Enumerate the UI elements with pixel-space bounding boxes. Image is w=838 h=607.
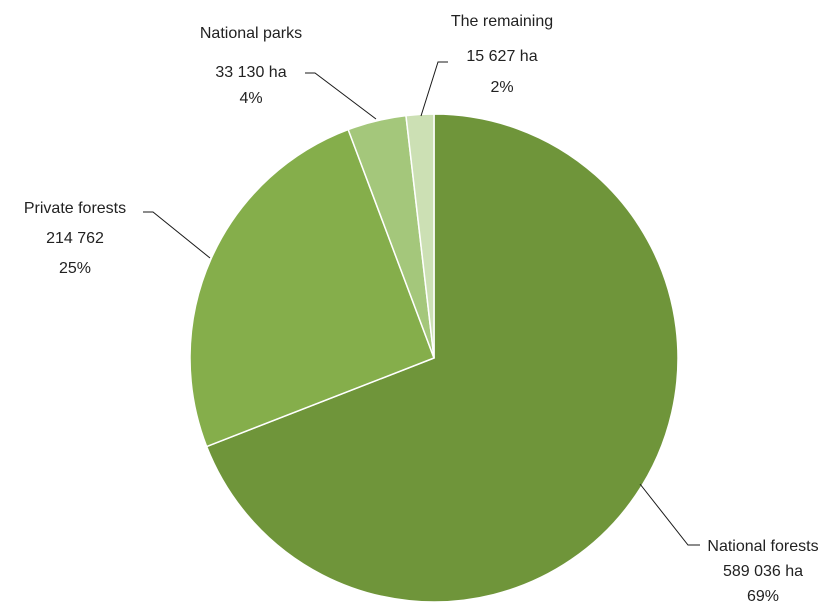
slice-percent-private-forests: 25% — [59, 260, 91, 277]
slice-name-national-forests: National forests — [707, 538, 818, 555]
pie-slices — [189, 113, 679, 603]
slice-name-private-forests: Private forests — [24, 200, 126, 217]
slice-value-the-remaining: 15 627 ha — [466, 48, 537, 65]
pie-slice-private-forests — [189, 128, 435, 448]
slice-value-national-forests: 589 036 ha — [723, 563, 803, 580]
slice-label-the-remaining: The remaining 15 627 ha 2% — [451, 13, 553, 96]
leader-line-national-parks — [305, 72, 377, 120]
slice-name-the-remaining: The remaining — [451, 13, 553, 30]
slice-value-private-forests: 214 762 — [46, 230, 104, 247]
slice-value-national-parks: 33 130 ha — [215, 64, 286, 81]
leader-line-national-forests — [639, 483, 700, 546]
slice-percent-the-remaining: 2% — [490, 79, 513, 96]
slice-label-national-forests: National forests 589 036 ha 69% — [707, 538, 818, 605]
slice-percent-national-parks: 4% — [239, 90, 262, 107]
slice-name-national-parks: National parks — [200, 25, 302, 42]
slice-label-private-forests: Private forests 214 762 25% — [24, 200, 126, 277]
slice-label-national-parks: National parks 33 130 ha 4% — [200, 25, 302, 107]
pie-slice-national-forests — [205, 113, 679, 603]
leader-line-private-forests — [143, 211, 211, 259]
slice-percent-national-forests: 69% — [747, 588, 779, 605]
pie-slice-the-remaining — [405, 113, 435, 359]
leader-line-the-remaining — [420, 61, 448, 117]
leader-lines — [143, 61, 700, 546]
